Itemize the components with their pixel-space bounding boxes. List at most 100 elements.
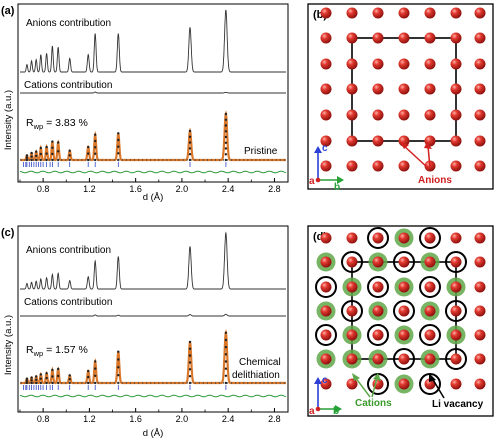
- anion-atom: [398, 32, 410, 44]
- observed-point: [224, 118, 228, 122]
- observed-point: [263, 159, 265, 161]
- anion-atom: [450, 135, 462, 147]
- li-vacancy-ring: [419, 227, 441, 249]
- observed-point: [178, 382, 180, 384]
- observed-point: [94, 139, 97, 143]
- panel-a-xlabel: d (Å): [143, 192, 164, 203]
- observed-point: [145, 159, 148, 161]
- observed-point: [30, 151, 33, 155]
- observed-point: [87, 152, 90, 155]
- observed-point: [202, 159, 204, 161]
- anion-atom: [398, 353, 410, 365]
- anion-atom: [346, 378, 358, 390]
- observed-point: [109, 382, 111, 384]
- anion-atom: [320, 378, 332, 390]
- axis-a-dot: [315, 177, 321, 183]
- observed-point: [87, 375, 90, 379]
- anion-atom: [320, 305, 332, 317]
- observed-point: [154, 159, 156, 161]
- x-tick-label: 0.8: [37, 184, 50, 194]
- observed-point: [222, 159, 225, 161]
- observed-point: [224, 353, 228, 356]
- observed-point: [247, 159, 249, 161]
- observed-point: [141, 382, 144, 384]
- li-vacancy-ring: [315, 324, 337, 346]
- observed-point: [51, 375, 54, 378]
- observed-point: [226, 159, 229, 161]
- anion-atom: [346, 305, 358, 317]
- observed-point: [188, 147, 192, 150]
- x-tick-label: 2.0: [176, 414, 189, 424]
- observed-point: [214, 382, 217, 384]
- observed-point: [224, 331, 228, 334]
- observed-point: [25, 158, 29, 162]
- observed-point: [40, 159, 43, 161]
- anion-atom: [398, 281, 410, 293]
- axis-a-dot: [315, 406, 321, 412]
- anion-atom: [398, 329, 410, 341]
- observed-point: [32, 159, 34, 161]
- observed-point: [35, 381, 38, 385]
- x-tick-label: 1.2: [83, 184, 96, 194]
- anion-atom: [474, 83, 486, 95]
- panel-a-axes: 0.8 1.2 1.6 2.0 2.4 2.8: [19, 9, 287, 194]
- observed-point: [45, 381, 48, 385]
- observed-point: [190, 382, 192, 384]
- panel-c-anions-label: Anions contribution: [26, 245, 111, 256]
- anion-atom: [372, 58, 384, 70]
- anion-atom: [372, 32, 384, 44]
- observed-point: [117, 159, 120, 161]
- anion-atom: [474, 58, 486, 70]
- panel-a: (a) Intensity (a.u.) Anions contribution…: [1, 3, 289, 203]
- anion-atom: [320, 109, 332, 121]
- observed-point: [94, 367, 97, 370]
- observed-point: [275, 159, 277, 161]
- observed-point: [117, 138, 120, 142]
- anion-atom: [424, 256, 436, 268]
- panel-c: (c) Intensity (a.u.) Anions contribution…: [1, 225, 289, 439]
- observed-point: [174, 159, 176, 161]
- observed-point: [77, 382, 79, 384]
- panel-a-ylabel: Intensity (a.u.): [3, 90, 14, 150]
- observed-point: [198, 382, 200, 384]
- axis-b-label: b: [333, 406, 339, 417]
- axis-c-arrowhead: [314, 146, 322, 153]
- panel-d: (d) Cations Li vacancy c a b: [307, 225, 494, 417]
- observed-point: [94, 381, 97, 385]
- observed-point: [35, 378, 38, 381]
- panel-a-label: (a): [1, 5, 15, 17]
- panel-c-sample-label-1: Chemical: [239, 357, 281, 368]
- panel-c-label: (c): [1, 227, 15, 239]
- observed-point: [210, 382, 213, 384]
- cations-arrowhead: [352, 373, 360, 381]
- anion-atom: [372, 160, 384, 172]
- observed-point: [279, 382, 281, 384]
- anion-atom: [474, 32, 486, 44]
- difference-curve: [19, 170, 287, 174]
- observed-point: [133, 382, 136, 384]
- observed-point: [30, 379, 33, 382]
- li-vacancy-ring: [367, 324, 389, 346]
- observed-point: [81, 382, 83, 384]
- anion-atom: [424, 58, 436, 70]
- anion-atom: [372, 7, 384, 19]
- observed-point: [243, 382, 245, 384]
- observed-point: [35, 150, 38, 153]
- observed-point: [45, 376, 48, 380]
- observed-point: [39, 373, 42, 376]
- observed-point: [186, 382, 188, 384]
- anion-atom: [398, 256, 410, 268]
- observed-point: [279, 159, 281, 161]
- observed-point: [45, 372, 48, 375]
- observed-point: [255, 159, 257, 161]
- panel-b-frame: [307, 3, 494, 190]
- observed-point: [224, 374, 228, 377]
- observed-point: [87, 158, 90, 162]
- observed-point: [137, 159, 140, 161]
- observed-point: [247, 382, 249, 384]
- observed-point: [243, 159, 245, 161]
- x-tick-label: 0.8: [37, 414, 50, 424]
- observed-point: [235, 159, 237, 161]
- observed-point: [68, 378, 71, 381]
- observed-point: [188, 153, 192, 156]
